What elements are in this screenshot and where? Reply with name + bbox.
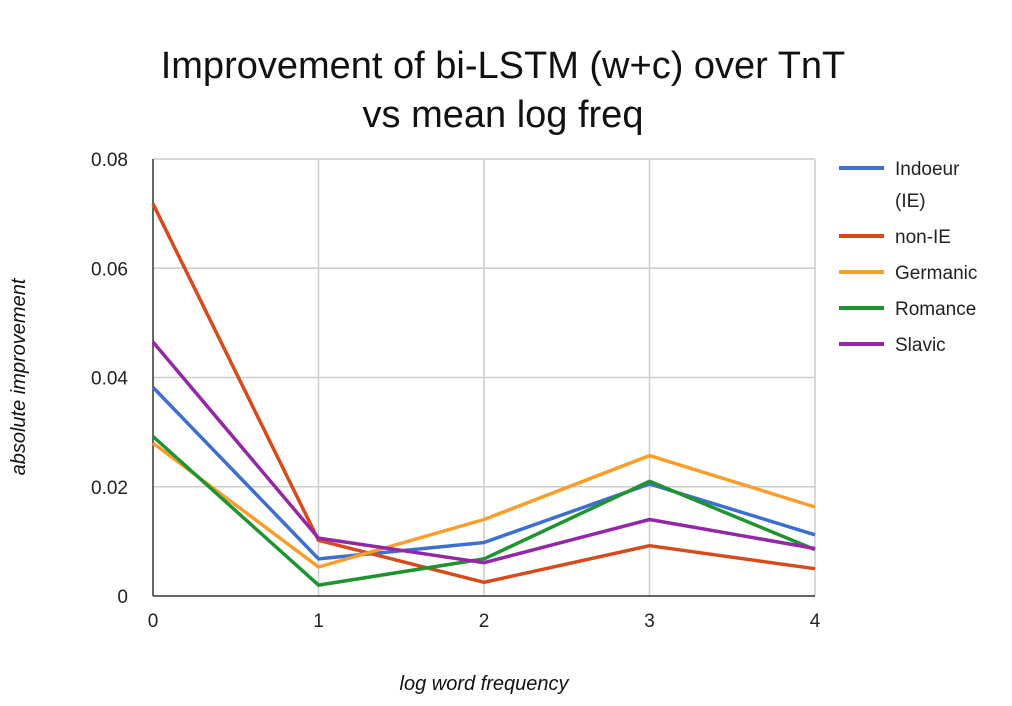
x-tick-label: 0 [148,611,159,632]
x-axis-label: log word frequency [400,673,570,695]
tick-labels: 0 0.02 0.04 0.06 0.08 0 1 2 3 4 [91,150,821,632]
legend-label: non-IE [895,227,951,248]
chart-title-line-1: Improvement of bi-LSTM (w+c) over TnT [161,45,846,87]
legend-label: Indoeur [895,159,960,180]
legend-label: (IE) [895,191,926,212]
y-tick-label: 0.06 [91,259,128,280]
x-tick-label: 2 [479,611,490,632]
series-line-3 [151,435,816,587]
series-lines [151,203,816,587]
axes [152,159,815,597]
x-tick-label: 4 [810,611,821,632]
legend-label: Slavic [895,335,946,356]
y-axis-label: absolute improvement [8,277,30,475]
x-tick-label: 1 [313,611,324,632]
gridlines [153,158,816,596]
chart-title-line-2: vs mean log freq [363,94,644,136]
series-line-2 [151,441,816,569]
x-tick-label: 3 [644,611,655,632]
y-tick-label: 0.08 [91,150,128,171]
legend: Indoeur (IE) non-IE Germanic Romance Slavic [839,159,977,356]
legend-label: Germanic [895,263,977,284]
series-line-1 [151,203,816,585]
y-tick-label: 0 [117,587,128,608]
y-tick-label: 0.04 [91,369,128,390]
series-line-4 [151,340,816,565]
series-line-0 [151,386,816,561]
legend-label: Romance [895,299,976,320]
y-tick-label: 0.02 [91,478,128,499]
